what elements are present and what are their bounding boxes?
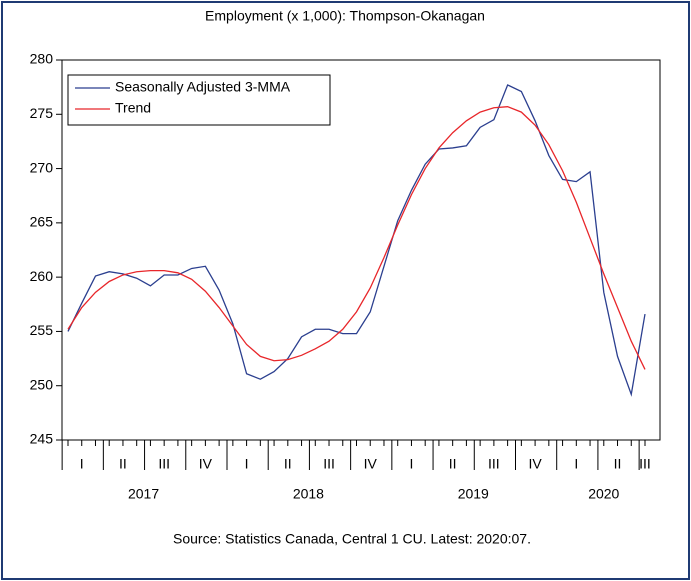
y-tick-label: 250 <box>30 376 54 392</box>
year-label: 2020 <box>588 486 619 502</box>
chart-title: Employment (x 1,000): Thompson-Okanagan <box>205 8 485 24</box>
x-tick-label: III <box>323 456 335 472</box>
x-tick-label: II <box>119 456 127 472</box>
x-tick-label: IV <box>364 456 378 472</box>
x-tick-label: IV <box>199 456 213 472</box>
legend-label: Seasonally Adjusted 3-MMA <box>115 79 291 95</box>
x-tick-label: II <box>614 456 622 472</box>
x-tick-label: III <box>639 456 651 472</box>
plot-area <box>61 59 661 441</box>
y-tick-label: 270 <box>30 159 54 175</box>
x-tick-label: II <box>449 456 457 472</box>
y-tick-label: 260 <box>30 268 54 284</box>
legend-box <box>67 74 331 126</box>
y-tick-label: 255 <box>30 322 54 338</box>
x-tick-label: II <box>284 456 292 472</box>
x-tick-label: I <box>574 456 578 472</box>
x-tick-label: I <box>80 456 84 472</box>
source: Source: Statistics Canada, Central 1 CU.… <box>173 531 531 547</box>
year-label: 2018 <box>293 486 324 502</box>
series-line <box>67 84 646 397</box>
year-label: 2017 <box>128 486 159 502</box>
y-tick-label: 245 <box>30 431 54 447</box>
x-tick-label: I <box>410 456 414 472</box>
y-tick-label: 275 <box>30 105 54 121</box>
year-label: 2019 <box>458 486 489 502</box>
x-tick-label: III <box>158 456 170 472</box>
x-tick-label: I <box>245 456 249 472</box>
x-tick-label: IV <box>528 456 542 472</box>
legend-label: Trend <box>115 100 151 116</box>
y-tick-label: 280 <box>30 51 54 67</box>
x-tick-label: III <box>488 456 500 472</box>
series-line <box>67 106 646 370</box>
y-tick-label: 265 <box>30 214 54 230</box>
